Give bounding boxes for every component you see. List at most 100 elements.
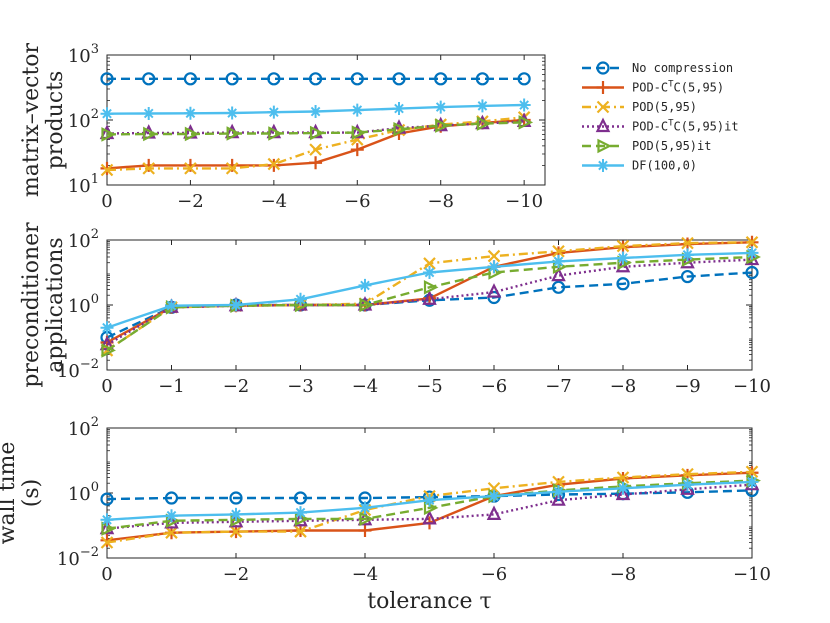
- panels: 0 −2 −4 −6 −8 −10101102103matrix–vectorproduc…: [0, 42, 771, 614]
- data-point: [309, 156, 323, 170]
- data-point: [351, 125, 367, 140]
- series-line: [106, 258, 753, 346]
- y-axis-label: preconditionerapplications: [19, 222, 68, 388]
- data-point: [551, 266, 566, 282]
- data-point: [423, 257, 436, 270]
- legend-marker: [596, 61, 610, 75]
- y-tick-label: 100: [68, 292, 99, 317]
- data-point: [309, 143, 322, 156]
- x-tick-label: −2: [223, 376, 250, 397]
- data-point: [101, 343, 116, 358]
- data-point: [184, 126, 200, 142]
- data-point: [350, 143, 364, 157]
- data-point: [616, 251, 630, 265]
- y-tick-label: 102: [68, 415, 99, 440]
- data-point: [745, 475, 759, 489]
- data-point: [267, 157, 281, 171]
- data-point: [552, 485, 565, 499]
- series-df: [100, 246, 759, 335]
- series-df: [100, 98, 531, 121]
- data-point: [183, 106, 197, 120]
- series-nocomp: [100, 72, 531, 86]
- x-tick-label: −6: [481, 564, 508, 585]
- data-point: [486, 505, 502, 520]
- x-tick-label: −10: [733, 564, 771, 585]
- data-point: [680, 269, 695, 284]
- data-point: [229, 491, 243, 505]
- legend-marker: [595, 117, 611, 133]
- data-point: [294, 525, 307, 538]
- data-point: [229, 298, 243, 312]
- data-point: [423, 280, 439, 295]
- data-point: [164, 491, 179, 505]
- x-tick-label: −2: [177, 191, 204, 212]
- data-point: [267, 72, 281, 86]
- data-point: [165, 299, 178, 313]
- data-point: [434, 100, 448, 114]
- data-point: [517, 98, 531, 112]
- legend-item-pod: POD(5,95): [582, 100, 697, 114]
- y-tick-label: 101: [68, 172, 99, 197]
- data-point: [551, 280, 566, 294]
- plot-area: [106, 54, 546, 186]
- data-point: [681, 478, 694, 492]
- x-tick-label: −8: [610, 376, 637, 397]
- x-axis-label: tolerance τ: [367, 589, 491, 614]
- series-line: [106, 479, 753, 530]
- data-point: [476, 116, 492, 131]
- x-tick-label: −10: [505, 191, 543, 212]
- data-point: [681, 248, 694, 262]
- x-tick-label: −5: [416, 376, 443, 397]
- data-point: [358, 524, 372, 538]
- x-tick-label: −9: [674, 376, 701, 397]
- data-point: [100, 536, 114, 549]
- data-point: [165, 526, 178, 539]
- data-point: [308, 72, 323, 86]
- data-point: [358, 278, 372, 292]
- legend-label: No compression: [632, 61, 733, 75]
- y-tick-label: 100: [68, 480, 99, 505]
- legend-item-df: DF(100,0): [582, 159, 697, 173]
- x-tick-label: −8: [610, 564, 637, 585]
- y-tick-label: 102: [68, 227, 99, 252]
- data-point: [100, 513, 114, 527]
- x-tick-label: −4: [352, 564, 379, 585]
- legend-item-podit: POD(5,95)it: [582, 138, 711, 154]
- x-tick-label: −8: [427, 191, 454, 212]
- data-point: [517, 72, 531, 86]
- data-point: [359, 511, 374, 527]
- data-point: [434, 72, 448, 86]
- data-point: [487, 489, 501, 503]
- legend-item-podctc: POD-CTC(5,95): [582, 80, 724, 95]
- x-tick-label: 0: [101, 564, 112, 585]
- data-point: [616, 277, 630, 291]
- x-tick-label: −10: [733, 376, 771, 397]
- x-tick-label: −7: [545, 376, 572, 397]
- legend: No compression POD-CTC(5,95) POD(5,95) POD-…: [582, 61, 739, 173]
- data-point: [225, 72, 239, 86]
- legend-marker: [596, 159, 610, 172]
- legend-label: POD(5,95)it: [632, 139, 711, 153]
- legend-item-podctcit: POD-CTC(5,95)it: [582, 117, 739, 134]
- legend-label: DF(100,0): [632, 159, 697, 173]
- legend-label: POD(5,95): [632, 100, 697, 114]
- data-point: [422, 290, 437, 305]
- data-point: [143, 126, 158, 142]
- legend-label: POD-CTC(5,95): [632, 80, 724, 95]
- data-point: [268, 126, 283, 141]
- data-point: [487, 260, 501, 274]
- data-point: [101, 127, 116, 142]
- data-point: [293, 491, 308, 505]
- data-point: [745, 246, 759, 260]
- y-tick-label: 103: [68, 42, 99, 67]
- data-point: [309, 105, 323, 119]
- panel-2: 0 −1 −2 −3 −4 −5 −6 −7 −8 −9 −10 10−2 100 102precondi…: [19, 222, 771, 397]
- data-point: [393, 121, 408, 137]
- x-tick-label: −6: [344, 191, 371, 212]
- panel-3: 0 −2 −4 −6 −8 −10 10−2 100 102 wall time(s) tolera…: [0, 415, 771, 614]
- data-point: [552, 254, 565, 268]
- data-point: [552, 244, 565, 258]
- data-point: [475, 99, 489, 113]
- data-point: [100, 492, 114, 506]
